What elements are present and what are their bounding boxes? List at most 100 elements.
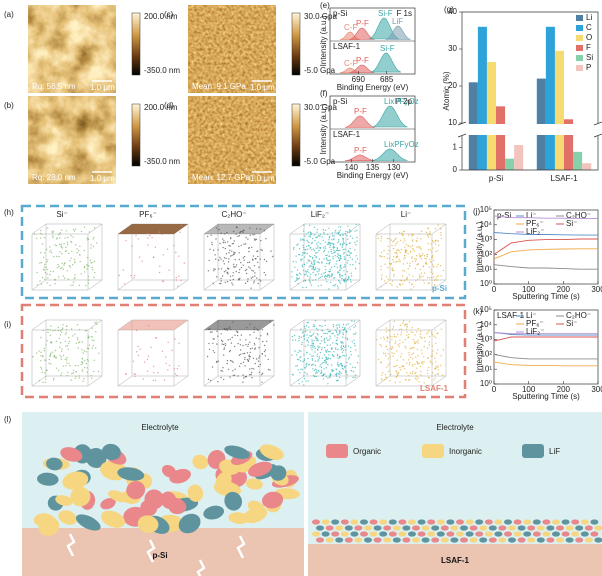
- ion-dot: [133, 274, 136, 277]
- ion-dot: [242, 381, 244, 383]
- ion-dot: [435, 337, 437, 339]
- ion-dot: [419, 247, 421, 249]
- ion-dot: [72, 236, 74, 238]
- ion-dot: [309, 265, 311, 267]
- panel-label: (f): [320, 89, 328, 98]
- ion-dot: [83, 267, 86, 269]
- ion-dot: [316, 271, 318, 273]
- series-line: [493, 361, 598, 367]
- ion-dot: [435, 366, 437, 368]
- ion-dot: [239, 353, 242, 355]
- ion-dot: [166, 248, 169, 250]
- ion-dot: [406, 323, 408, 326]
- ion-dot: [411, 353, 413, 356]
- ion-dot: [392, 247, 395, 250]
- ion-dot: [428, 330, 430, 332]
- ion-dot: [349, 256, 351, 259]
- ion-dot: [86, 371, 88, 373]
- sei-particle: [504, 531, 512, 537]
- ion-dot: [312, 272, 314, 274]
- sei-particle: [350, 519, 359, 525]
- ion-dot: [220, 232, 222, 234]
- ion-dot: [42, 329, 44, 332]
- ion-dot: [152, 256, 155, 258]
- ion-dot: [42, 256, 45, 258]
- sei-particle: [421, 537, 430, 543]
- ion-dot: [435, 342, 437, 344]
- ion-dot: [430, 277, 433, 279]
- cube-edge: [375, 319, 447, 387]
- ion-dot: [348, 254, 351, 257]
- ion-dot: [312, 344, 314, 346]
- ion-dot: [406, 328, 408, 330]
- ion-dot: [60, 267, 62, 270]
- ion-dot: [229, 376, 231, 378]
- sei-particle: [383, 537, 392, 543]
- ion-dot: [207, 235, 209, 238]
- sample-label: p-Si: [432, 284, 447, 293]
- ion-dot: [342, 345, 345, 348]
- ion-dot: [300, 356, 302, 358]
- ion-dot: [437, 275, 439, 277]
- ion-dot: [388, 370, 390, 372]
- ion-dot: [393, 333, 395, 336]
- ion-dot: [389, 335, 391, 337]
- ion-dot: [320, 366, 323, 369]
- ion-dot: [318, 268, 321, 271]
- ion-dot: [301, 254, 303, 256]
- ion-dot: [339, 229, 341, 231]
- ion-dot: [298, 359, 300, 361]
- ion-dot: [430, 361, 432, 364]
- ion-dot: [337, 373, 340, 375]
- ion-dot: [303, 377, 306, 380]
- ion-dot: [440, 275, 442, 277]
- x-axis-label: Sputtering Time (s): [512, 292, 580, 301]
- ion-dot: [344, 232, 346, 235]
- legend-label: C₂HO⁻: [566, 311, 591, 320]
- ion-dot: [318, 357, 321, 359]
- ion-dot: [256, 328, 258, 330]
- ion-dot: [88, 231, 91, 233]
- ion-dot: [345, 365, 347, 367]
- ion-dot: [430, 271, 432, 273]
- ion-dot: [416, 348, 419, 351]
- y-tick-label: 10⁴: [480, 220, 493, 229]
- ion-dot: [388, 262, 391, 265]
- legend-label: LiF: [549, 447, 560, 456]
- ion-dot: [336, 353, 339, 355]
- ion-dot: [317, 247, 319, 249]
- sei-particle: [517, 537, 526, 543]
- ion-dot: [308, 242, 310, 244]
- ion-dot: [220, 377, 222, 379]
- ion-dot: [333, 265, 336, 268]
- ion-dot: [58, 337, 60, 340]
- ion-dot: [335, 249, 338, 252]
- bar: [486, 61, 496, 171]
- ion-dot: [46, 268, 49, 271]
- colorbar-min: -5.0 Gpa: [304, 66, 336, 75]
- ion-dot: [213, 268, 215, 270]
- ion-dot: [78, 375, 81, 377]
- ion-dot: [354, 344, 356, 347]
- image-annotation: Mean: 9.1 GPa: [192, 82, 246, 91]
- ion-dot: [380, 345, 382, 347]
- ion-dot: [272, 255, 274, 258]
- ion-dot: [313, 339, 315, 342]
- ion-dot: [326, 281, 328, 283]
- sei-particle: [335, 537, 344, 543]
- ion-dot: [332, 258, 334, 260]
- ion-dot: [393, 336, 396, 338]
- colorbar: [291, 12, 301, 76]
- ion-dot: [433, 265, 435, 268]
- sei-particle: [316, 537, 324, 543]
- ion-dot: [412, 260, 414, 263]
- ion-dot: [40, 366, 42, 369]
- sei-particle: [360, 519, 368, 525]
- ion-dot: [423, 361, 425, 363]
- ion-dot: [259, 258, 261, 260]
- sei-particle: [137, 515, 159, 533]
- ion-dot: [132, 360, 135, 362]
- image-annotation: Rq: 28.0 nm: [32, 173, 76, 182]
- ion-dot: [397, 374, 399, 376]
- sei-particle: [224, 445, 250, 459]
